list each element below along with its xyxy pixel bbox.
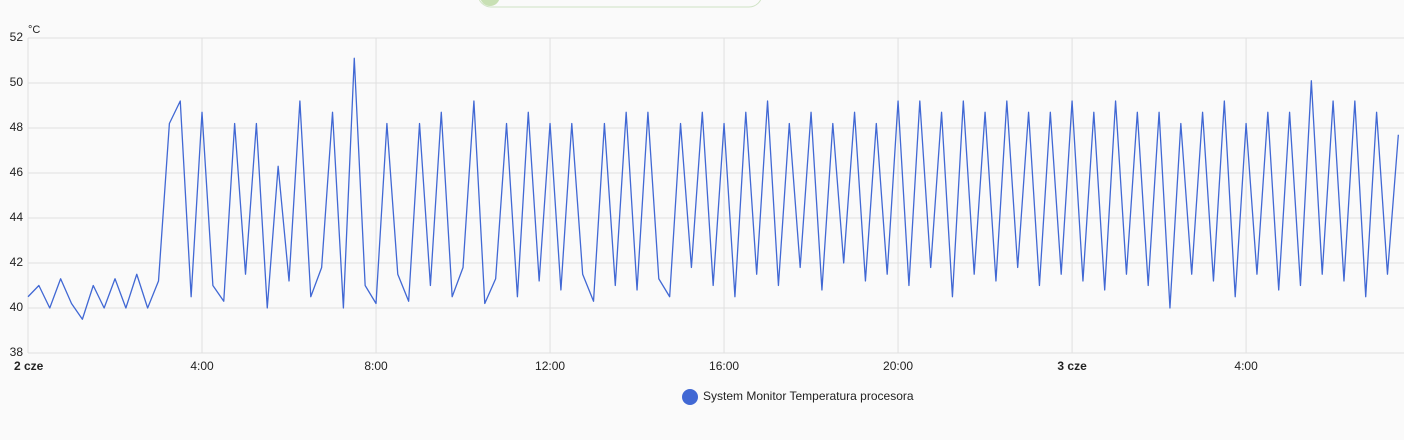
y-tick-label: 44: [10, 210, 24, 224]
x-tick-label: 2 cze: [14, 359, 44, 373]
top-pill-icon: [480, 0, 500, 6]
y-tick-label: 46: [10, 165, 24, 179]
y-tick-label: 52: [10, 30, 24, 44]
x-tick-label: 4:00: [190, 359, 214, 373]
x-tick-label: 16:00: [709, 359, 739, 373]
y-tick-label: 48: [10, 120, 24, 134]
x-tick-label: 8:00: [364, 359, 388, 373]
x-tick-label: 3 cze: [1057, 359, 1087, 373]
top-pill: [478, 0, 762, 8]
x-tick-label: 4:00: [1234, 359, 1258, 373]
y-axis-unit: °C: [28, 24, 40, 36]
y-tick-label: 38: [10, 345, 24, 359]
x-tick-label: 12:00: [535, 359, 565, 373]
legend-label: System Monitor Temperatura procesora: [703, 389, 914, 403]
y-tick-label: 42: [10, 255, 24, 269]
y-tick-label: 50: [10, 75, 24, 89]
data-line: [27, 57, 1399, 320]
y-tick-label: 40: [10, 300, 24, 314]
x-tick-label: 20:00: [883, 359, 913, 373]
legend-marker: [682, 389, 698, 405]
